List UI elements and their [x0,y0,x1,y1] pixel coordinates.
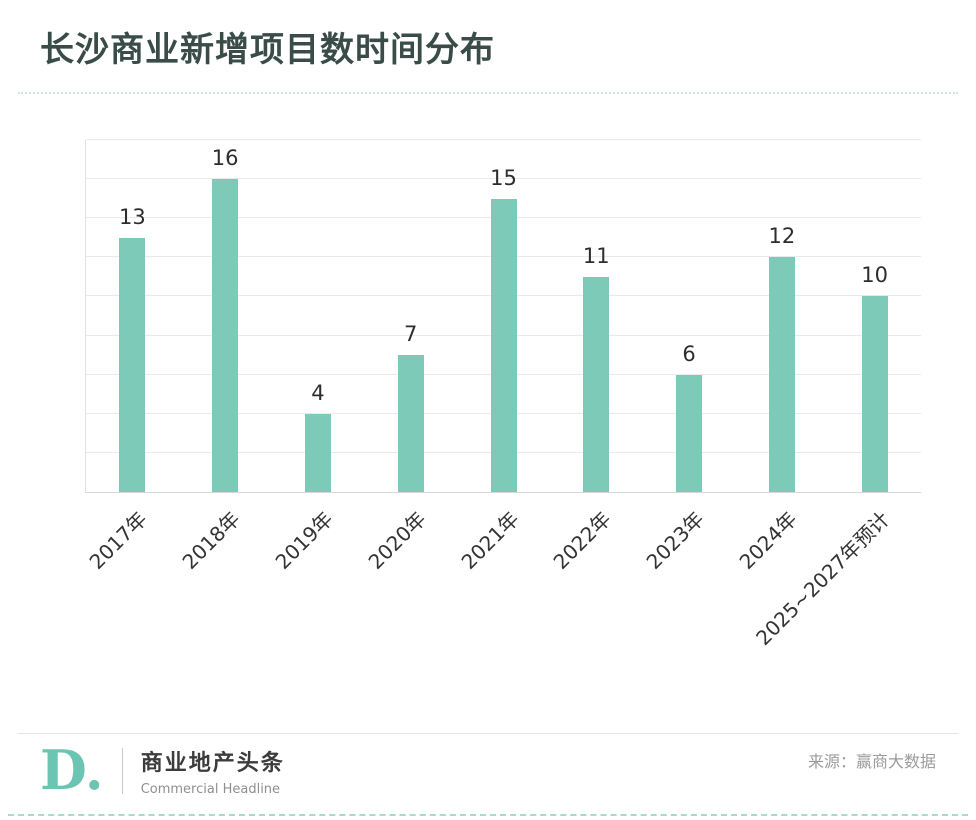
x-axis-label: 2017年 [85,506,153,574]
value-label: 10 [861,263,888,288]
x-axis-label: 2021年 [456,506,524,574]
value-label: 11 [582,243,610,268]
chart-title: 长沙商业新增项目数时间分布 [40,30,495,70]
bar-4 [397,355,424,492]
bar-7 [676,374,703,492]
source-credit: 来源：赢商大数据 [807,752,936,771]
bar-chart-plot-area: 13 2017年 16 2018年 4 2019年 7 2020年 15 2021年 11 2022年… [85,139,921,650]
bar-3 [304,413,331,492]
gridline [86,139,921,140]
footer: D. 商业地产头条 Commercial Headline 来源：赢商大数据 [40,740,936,802]
value-label: 6 [682,341,696,366]
x-axis-label: 2020年 [363,506,431,574]
x-axis-label: 2019年 [270,506,338,574]
bar-2 [212,179,239,492]
brand-subtitle: Commercial Headline [140,782,281,797]
value-label: 13 [119,204,146,229]
value-label: 16 [211,146,239,171]
x-axis-label: 2018年 [177,506,245,574]
header-dotted-divider [18,92,958,94]
footer-divider [18,733,958,734]
bar-6 [583,276,610,492]
bar-5 [490,198,517,492]
value-label: 7 [404,322,418,347]
value-label: 4 [311,380,325,405]
x-axis-label: 2023年 [641,506,709,574]
x-axis-label: 2024年 [734,506,802,574]
bar-1 [119,237,146,492]
gridline [86,178,921,180]
bottom-dashed-line [8,814,968,816]
brand-vertical-divider [121,748,123,794]
brand-text: 商业地产头条 Commercial Headline [141,745,285,797]
bar-9 [861,296,888,492]
value-label: 15 [490,165,517,190]
bar-8 [768,257,795,492]
x-axis-label: 2022年 [548,506,617,574]
brand-logo: D. [40,738,104,803]
brand-name: 商业地产头条 [140,751,285,776]
value-label: 12 [768,224,796,249]
brand-block: D. 商业地产头条 Commercial Headline [40,738,285,803]
